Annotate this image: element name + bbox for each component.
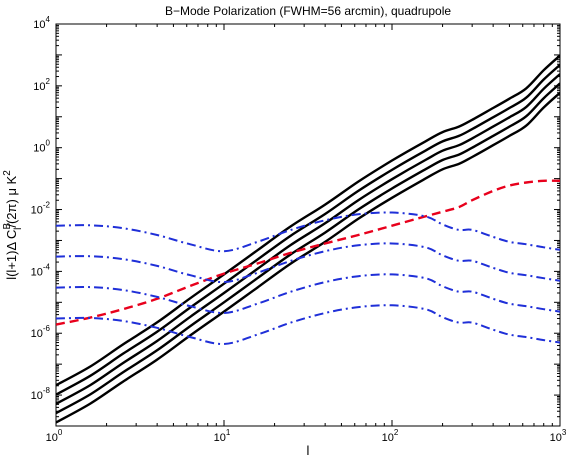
y-tick-label: 102 (33, 77, 50, 93)
y-axis-label-lead: l(l+1)Δ C (4, 230, 19, 280)
y-axis-label: l(l+1)Δ CBl/(2π) μ K2 (2, 170, 24, 280)
tick-base: 10 (33, 19, 45, 31)
tick-exponent: 2 (46, 77, 51, 86)
tick-exponent: -2 (43, 201, 51, 210)
series-line-solid (56, 63, 560, 396)
tick-base: 10 (31, 266, 43, 278)
tick-base: 10 (31, 328, 43, 340)
tick-base: 10 (382, 432, 394, 444)
y-tick-label: 100 (33, 139, 50, 155)
tick-exponent: 1 (226, 428, 231, 437)
x-tick-label: 103 (550, 428, 567, 444)
tick-exponent: 0 (58, 428, 63, 437)
y-tick-label: 10-4 (31, 262, 51, 278)
y-tick-label: 104 (33, 15, 50, 31)
x-tick-label: 102 (382, 428, 399, 444)
series-line-dashdot (56, 242, 560, 284)
tick-exponent: -6 (43, 324, 51, 333)
ticks-layer (55, 23, 561, 427)
series-line-dashdot (56, 273, 560, 315)
y-axis-label-sup2: 2 (2, 170, 13, 176)
tick-exponent: -4 (43, 262, 51, 271)
series-line-dashdot (56, 211, 560, 253)
tick-base: 10 (31, 390, 43, 402)
x-axis-label: l (307, 443, 310, 458)
tick-exponent: -8 (43, 386, 51, 395)
tick-base: 10 (33, 81, 45, 93)
x-tick-label: 101 (214, 428, 231, 444)
y-axis-label-sub: l (13, 228, 24, 230)
y-axis-label-tail: /(2π) μ K (4, 175, 19, 227)
y-axis-label-sup: B (2, 223, 13, 230)
series-layer (56, 54, 560, 424)
tick-exponent: 2 (394, 428, 399, 437)
series-line-solid (56, 54, 560, 387)
tick-exponent: 4 (46, 15, 51, 24)
tick-base: 10 (550, 432, 562, 444)
series-line-solid (56, 82, 560, 415)
tick-exponent: 3 (562, 428, 567, 437)
series-line-dashdot (56, 304, 560, 346)
tick-base: 10 (31, 205, 43, 217)
tick-base: 10 (33, 143, 45, 155)
tick-base: 10 (46, 432, 58, 444)
tick-exponent: 0 (46, 139, 51, 148)
series-line-solid (56, 73, 560, 405)
y-tick-label: 10-6 (31, 324, 51, 340)
chart-title: B−Mode Polarization (FWHM=56 arcmin), qu… (165, 4, 451, 18)
series-line-solid (56, 91, 560, 424)
y-tick-label: 10-8 (31, 386, 51, 402)
y-tick-label: 10-2 (31, 201, 51, 217)
x-tick-label: 100 (46, 428, 63, 444)
tick-base: 10 (214, 432, 226, 444)
